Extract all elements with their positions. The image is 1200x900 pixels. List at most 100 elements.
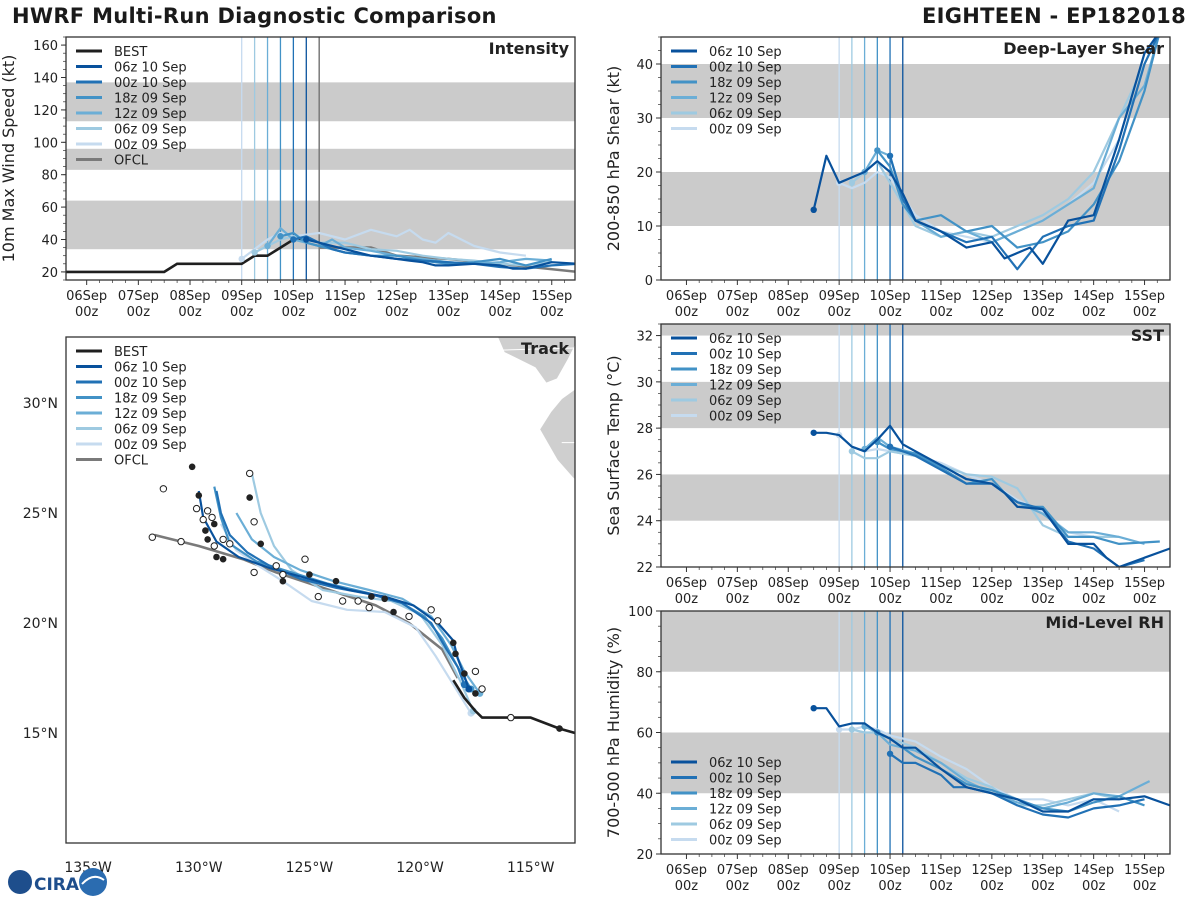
- track-marker-filled-11: [257, 540, 265, 548]
- intensity-xtick-day-1: 07Sep: [118, 289, 159, 304]
- shear-band-1: [661, 64, 1170, 118]
- shear-ylabel: 200-850 hPa Shear (kt): [604, 66, 623, 252]
- intensity-ytick-label-1: 40: [41, 234, 58, 249]
- shear-legend-label-0: 06z 10 Sep: [709, 45, 782, 60]
- intensity-xtick-hour-9: 00z: [540, 305, 564, 320]
- intensity-legend-label-7: OFCL: [114, 154, 149, 169]
- intensity-series-18z-09-Sep-init-marker: [277, 233, 284, 240]
- track-marker-open-1: [478, 685, 486, 693]
- storm-logo-icon: [79, 868, 107, 896]
- rh-ytick-label-4: 100: [628, 605, 653, 620]
- track-ytick-label-2: 25°N: [23, 506, 58, 522]
- shear-xtick-hour-6: 00z: [980, 305, 1004, 320]
- sst-frame: [660, 323, 1171, 568]
- rh-ylabel: 700-500 hPa Humidity (%): [604, 627, 623, 838]
- intensity-xtick-day-7: 13Sep: [428, 289, 469, 304]
- shear-series-06z-10-Sep-init-marker: [810, 206, 817, 213]
- shear-series-06z-09-Sep-init-marker: [848, 179, 856, 186]
- rh-xtick-hour-0: 00z: [675, 879, 699, 894]
- sst-ytick-label-5: 32: [636, 330, 653, 345]
- track-marker-filled-8: [332, 577, 340, 585]
- shear-xtick-day-2: 08Sep: [768, 289, 809, 304]
- track-frame: [65, 336, 576, 844]
- track-marker-open-3: [434, 617, 442, 625]
- sst-band-0: [661, 474, 1170, 521]
- track-marker-open-24: [159, 485, 168, 493]
- shear-xtick-day-0: 06Sep: [666, 289, 707, 304]
- track-series-06z-09-Sep: [250, 473, 475, 712]
- track-marker-open-14: [250, 518, 258, 526]
- intensity-legend-label-2: 00z 10 Sep: [114, 76, 187, 91]
- track-legend-label-1: 06z 10 Sep: [114, 361, 187, 376]
- track-panel: 135°W 130°W 125°W 120°W 115°W15°N20°N25°N30°…: [23, 336, 576, 876]
- track-marker-open-19: [208, 513, 216, 522]
- track-plot-area: [148, 337, 575, 735]
- shear-series-06z-10-Sep: [812, 37, 1158, 265]
- track-marker-filled-18: [195, 492, 203, 499]
- sst-xtick-hour-3: 00z: [827, 592, 851, 607]
- sst-ytick-label-4: 30: [636, 376, 653, 391]
- rh-xtick-day-3: 09Sep: [819, 863, 860, 878]
- intensity-series-06z-10-Sep-init-marker: [303, 236, 310, 243]
- shear-xtick-day-6: 12Sep: [971, 289, 1012, 304]
- rh-xtick-hour-7: 00z: [1031, 879, 1055, 894]
- intensity-legend-label-5: 06z 09 Sep: [114, 123, 187, 138]
- intensity-series-06z-10-Sep: [306, 238, 575, 270]
- track-marker-open-21: [199, 515, 207, 524]
- intensity-xtick-day-4: 10Sep: [273, 289, 314, 304]
- intensity-series-12z-09-Sep-init-marker: [264, 242, 271, 250]
- track-marker-filled-5: [390, 608, 397, 616]
- rh-ytick-label-2: 60: [636, 727, 653, 742]
- rh-xtick-day-7: 13Sep: [1022, 863, 1063, 878]
- track-series-00z-10-Sep: [215, 490, 466, 685]
- track-marker-filled-1: [472, 690, 479, 697]
- sst-xtick-day-3: 09Sep: [819, 576, 860, 591]
- rh-xtick-day-9: 15Sep: [1124, 863, 1165, 878]
- track-best-line: [452, 679, 575, 735]
- track-init-marker: [465, 685, 473, 693]
- rh-plot-area: [661, 611, 1170, 854]
- track-legend-label-7: OFCL: [114, 454, 149, 469]
- shear-xtick-hour-7: 00z: [1031, 305, 1055, 320]
- shear-plot-area: [661, 37, 1170, 280]
- shear-xtick-hour-1: 00z: [726, 305, 750, 320]
- sst-panel: 22242628303206Sep00z07Sep00z08Sep00z09Se…: [604, 323, 1171, 607]
- rh-series-06z-10-Sep: [813, 707, 1170, 813]
- rh-series-06z-09-Sep-init-marker: [848, 726, 856, 733]
- sst-band-1: [661, 381, 1170, 429]
- shear-ytick-label-3: 30: [636, 112, 653, 127]
- track-series-06z-10-Sep: [197, 490, 470, 690]
- track-marker-open-2: [471, 667, 480, 676]
- track-marker-filled-3: [452, 650, 459, 658]
- shear-xtick-day-1: 07Sep: [717, 289, 758, 304]
- rh-xtick-day-5: 11Sep: [920, 863, 961, 878]
- sst-legend-label-2: 18z 09 Sep: [709, 363, 782, 378]
- track-marker-filled-14: [213, 553, 220, 561]
- track-marker-open-12: [272, 562, 280, 570]
- sst-plot-area: [661, 324, 1170, 567]
- track-marker-open-9: [314, 592, 322, 601]
- intensity-series-00z-09-Sep-init-marker: [238, 255, 245, 263]
- track-series-18z-09-Sep: [213, 486, 472, 690]
- rh-xtick-hour-4: 00z: [878, 879, 902, 894]
- shear-xtick-hour-3: 00z: [827, 305, 851, 320]
- intensity-xtick-hour-5: 00z: [333, 305, 357, 320]
- intensity-xtick-hour-0: 00z: [75, 305, 99, 320]
- intensity-legend-label-6: 00z 09 Sep: [114, 138, 187, 153]
- sst-legend-label-1: 00z 10 Sep: [709, 348, 782, 363]
- track-legend-label-4: 12z 09 Sep: [114, 407, 187, 422]
- intensity-xtick-hour-4: 00z: [282, 305, 306, 320]
- sst-legend-label-0: 06z 10 Sep: [709, 332, 782, 347]
- intensity-legend-label-4: 12z 09 Sep: [114, 107, 187, 122]
- track-ytick-label-3: 30°N: [23, 396, 58, 412]
- sst-xtick-day-6: 12Sep: [971, 576, 1012, 591]
- shear-xtick-day-7: 13Sep: [1022, 289, 1063, 304]
- rh-ytick-label-0: 20: [636, 848, 653, 863]
- sst-xtick-day-0: 06Sep: [666, 576, 707, 591]
- rh-xtick-day-0: 06Sep: [666, 863, 707, 878]
- rh-series-00z-09-Sep-init-marker: [835, 726, 843, 733]
- intensity-ytick-label-4: 100: [33, 136, 58, 151]
- sst-series-06z-09-Sep-init-marker: [848, 448, 856, 455]
